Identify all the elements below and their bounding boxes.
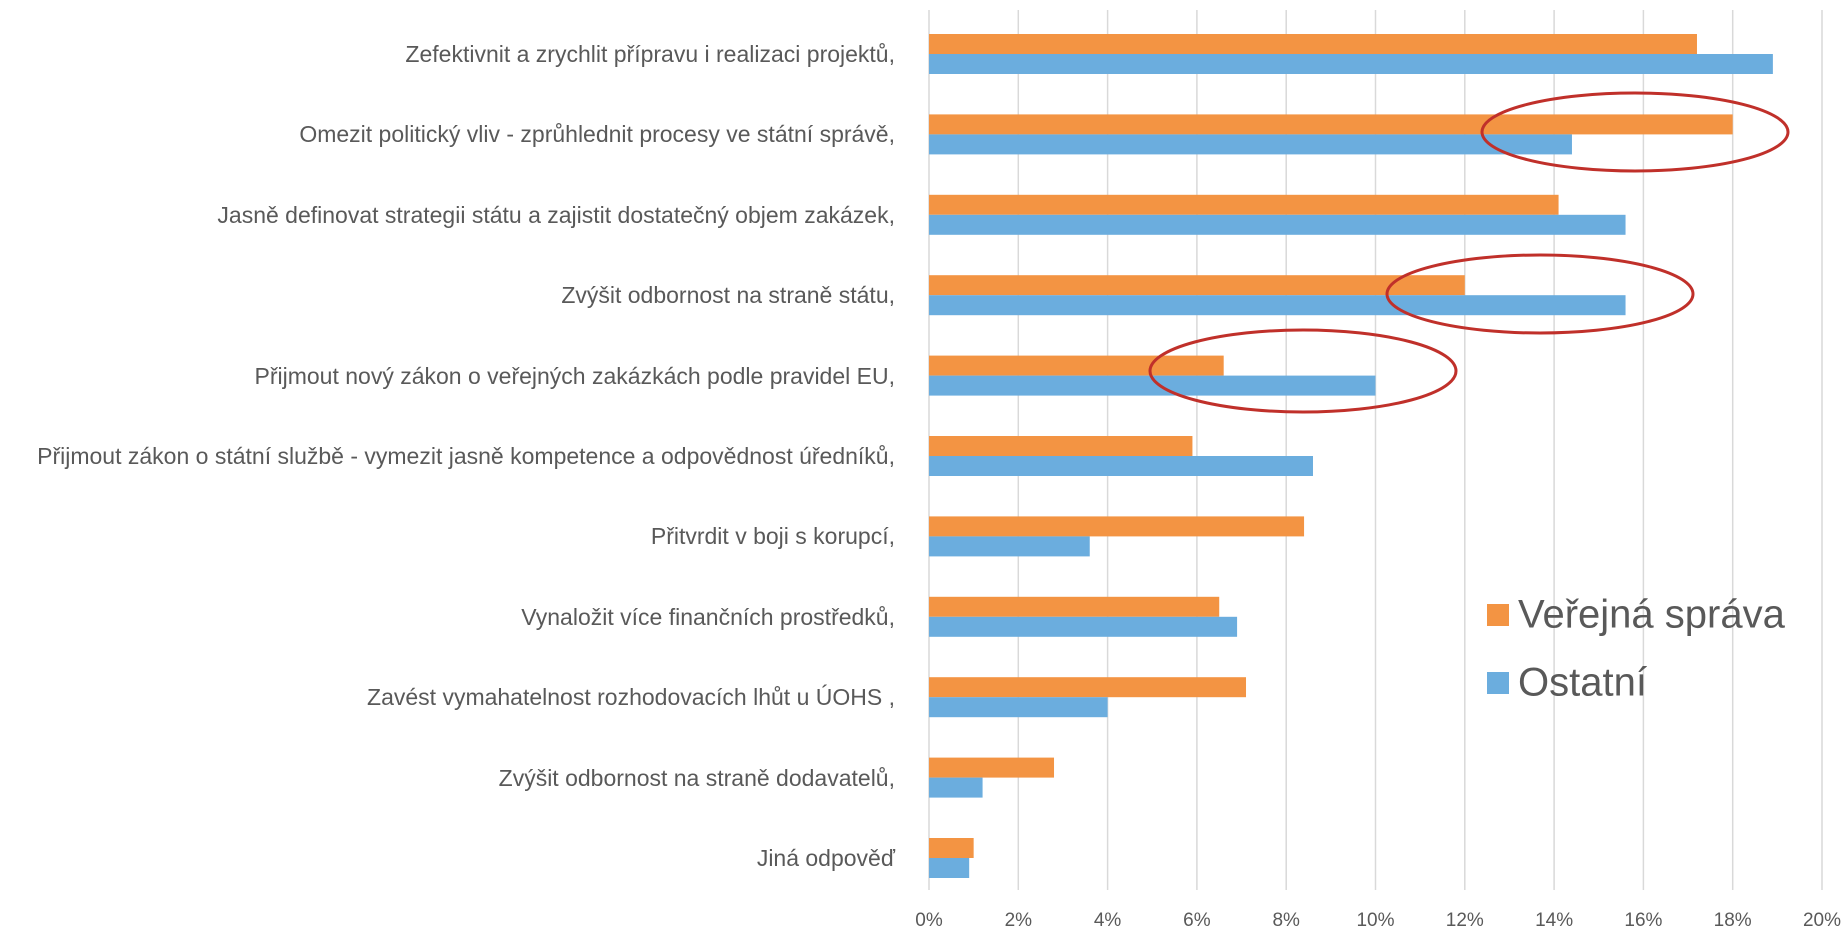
category-label: Přijmout nový zákon o veřejných zakázkác… — [254, 362, 896, 389]
x-tick-label: 14% — [1535, 910, 1574, 931]
category-label: Omezit politický vliv - zprůhlednit proc… — [299, 121, 895, 148]
bar — [929, 616, 1238, 637]
category-label: Zavést vymahatelnost rozhodovacích lhůt … — [367, 684, 895, 711]
legend-swatch — [1487, 604, 1509, 626]
x-tick-label: 4% — [1093, 910, 1122, 931]
highlight-ellipse — [1148, 328, 1458, 414]
category-label: Jiná odpověď — [756, 845, 895, 871]
bar — [929, 456, 1313, 476]
highlight-ellipse — [1385, 253, 1695, 335]
legend-label: Ostatní — [1518, 660, 1647, 705]
bar — [929, 295, 1626, 316]
x-tick-label: 0% — [915, 910, 943, 931]
bar — [929, 436, 1193, 456]
x-tick-label: 12% — [1445, 910, 1484, 931]
highlight-ellipse — [1480, 91, 1790, 173]
x-tick-label: 16% — [1624, 910, 1663, 931]
legend-swatch — [1487, 672, 1509, 694]
bar — [929, 194, 1559, 215]
bar — [929, 214, 1626, 235]
x-tick-label: 6% — [1183, 910, 1211, 931]
category-label: Zefektivnit a zrychlit přípravu i realiz… — [405, 41, 895, 67]
x-tick-label: 8% — [1272, 910, 1300, 931]
category-label: Zvýšit odbornost na straně státu, — [561, 282, 895, 309]
bar — [929, 596, 1220, 617]
x-tick-label: 2% — [1004, 910, 1033, 931]
bar — [929, 54, 1773, 74]
x-tick-label: 10% — [1356, 910, 1395, 931]
bar — [929, 677, 1247, 698]
bar — [929, 536, 1090, 557]
category-label: Přitvrdit v boji s korupcí, — [650, 523, 895, 550]
category-label: Vynaložit více finančních prostředků, — [521, 603, 895, 630]
bar — [929, 34, 1697, 54]
bar — [929, 114, 1733, 135]
category-label: Zvýšit odbornost na straně dodavatelů, — [498, 764, 895, 791]
x-tick-label: 18% — [1713, 910, 1752, 931]
category-label: Jasně definovat strategii státu a zajist… — [217, 201, 895, 228]
bar — [929, 757, 1055, 778]
bar — [929, 134, 1572, 155]
bar — [929, 516, 1305, 537]
category-label: Přijmout zákon o státní službě - vymezit… — [37, 443, 895, 469]
bar — [929, 697, 1108, 718]
bar — [929, 375, 1376, 396]
bar — [929, 275, 1465, 296]
legend-label: Veřejná správa — [1518, 592, 1785, 637]
bar — [929, 777, 983, 798]
bar — [929, 355, 1224, 376]
x-tick-label: 20% — [1802, 910, 1842, 931]
bar — [929, 838, 974, 858]
bar — [929, 858, 970, 878]
